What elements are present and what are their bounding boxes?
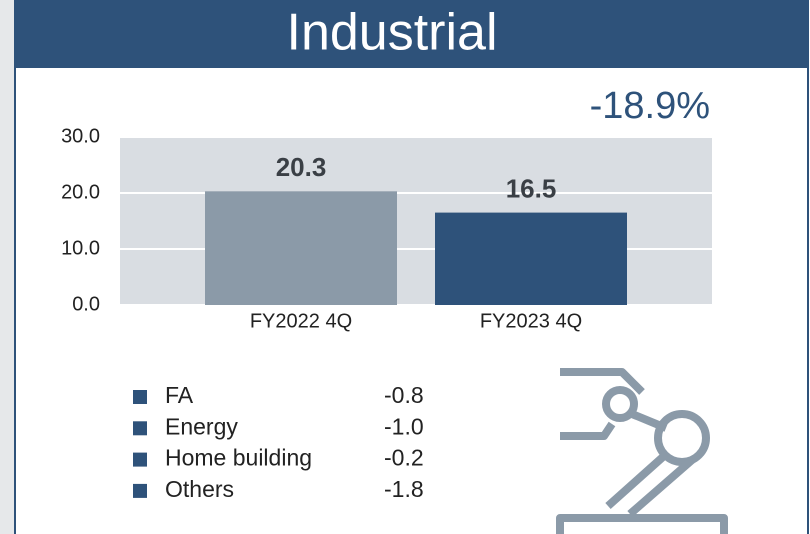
x-tick-label: FY2022 4Q [250,310,352,332]
robot-icon [556,368,728,534]
annotation: -18.9% [590,85,710,127]
bullet [133,390,147,404]
breakdown-name: Energy [165,413,238,439]
breakdown-name: Home building [165,445,312,471]
y-tick-label: 10.0 [61,237,100,259]
breakdown-name: FA [165,382,194,408]
bar [435,212,627,305]
value-label: 16.5 [506,173,557,203]
breakdown-value: -1.8 [384,476,424,502]
x-tick-label: FY2023 4Q [480,310,582,332]
value-label: 20.3 [276,152,327,182]
y-tick-label: 0.0 [72,293,100,315]
bullet [133,421,147,436]
breakdown-value: -0.8 [384,382,424,408]
header [15,0,809,68]
breakdown-name: Others [165,476,234,502]
breakdown-value: -0.2 [384,445,424,471]
bullet [133,483,147,498]
y-tick-label: 30.0 [61,125,100,147]
bar [205,191,397,305]
left-shade [0,0,14,534]
chart-title: Industrial [287,4,498,62]
y-tick-label: 20.0 [61,181,100,203]
bullet [133,452,147,467]
breakdown-value: -1.0 [384,413,424,439]
